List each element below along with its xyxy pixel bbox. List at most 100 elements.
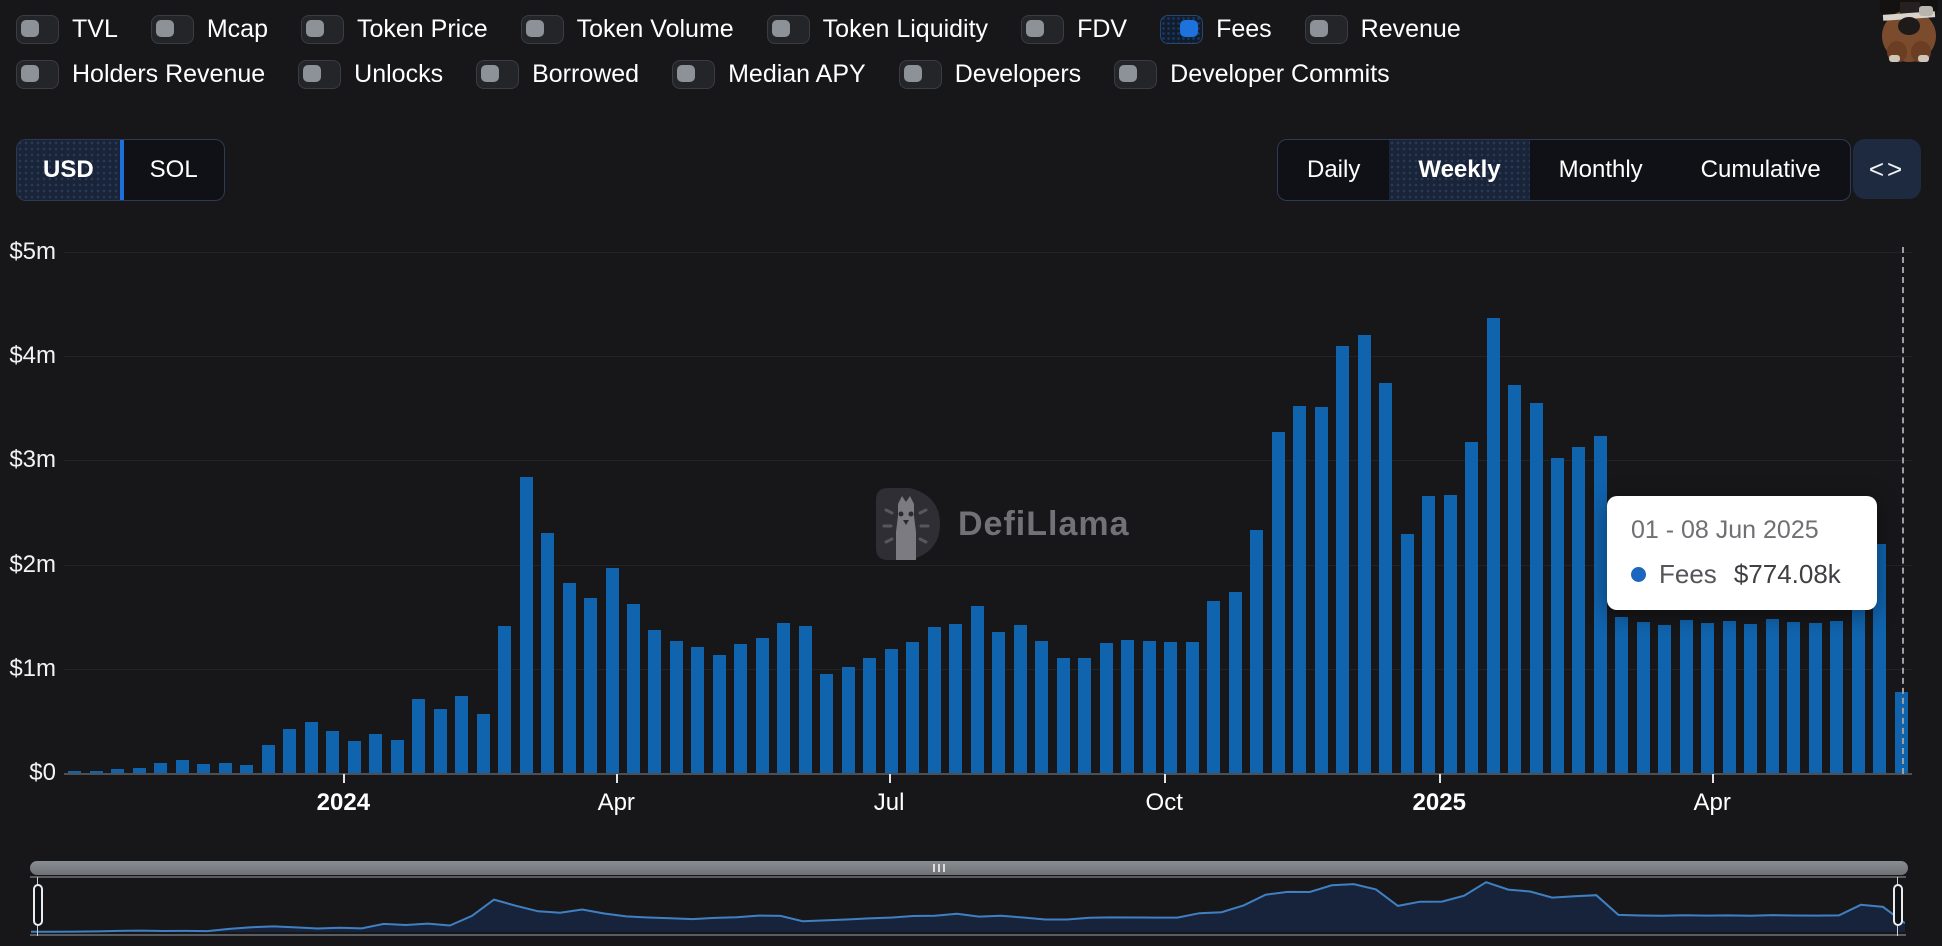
toggle-switch[interactable] [16,14,59,44]
fees-bar[interactable] [841,667,855,773]
fees-bar[interactable] [755,638,769,773]
fees-bar[interactable] [1744,624,1758,773]
fees-bar[interactable] [949,624,963,773]
toggle-switch[interactable] [766,14,810,44]
fees-bar[interactable] [1314,407,1328,773]
fees-bar[interactable] [798,626,812,773]
fees-bar[interactable] [734,644,748,773]
fees-bar[interactable] [669,641,683,773]
fees-bar[interactable] [1658,625,1672,773]
fees-bar[interactable] [1550,458,1564,773]
metric-toggle-fees[interactable]: Fees [1160,14,1272,44]
fees-bar[interactable] [519,477,533,773]
chart-scrollbar[interactable] [30,861,1908,875]
fees-bar[interactable] [433,709,447,773]
fees-bar[interactable] [605,568,619,773]
fees-bar[interactable] [541,533,554,773]
fees-bar[interactable] [1593,436,1607,773]
fees-bar[interactable] [1271,432,1285,773]
fees-bar[interactable] [1035,641,1049,773]
fees-bar[interactable] [1142,641,1156,773]
fees-bar[interactable] [1207,601,1221,773]
fees-bar[interactable] [1357,335,1371,773]
fees-bar[interactable] [1615,617,1629,773]
fees-bar[interactable] [1056,658,1070,773]
metric-toggle-unlocks[interactable]: Unlocks [298,59,443,89]
toggle-switch[interactable] [16,59,59,89]
fees-bar[interactable] [562,583,576,773]
fees-bar[interactable] [777,623,791,773]
fees-bar[interactable] [347,741,361,773]
fees-bar[interactable] [1808,623,1822,773]
metric-toggle-fdv[interactable]: FDV [1021,14,1127,44]
toggle-switch[interactable] [1021,14,1065,44]
fees-bar[interactable] [1400,534,1414,773]
fees-bar[interactable] [648,630,662,773]
tab-weekly[interactable]: Weekly [1389,140,1530,200]
fees-bar[interactable] [111,769,125,773]
fees-bar[interactable] [132,768,146,773]
metric-toggle-mcap[interactable]: Mcap [150,14,268,44]
toggle-switch[interactable] [1114,59,1158,89]
fees-bar[interactable] [369,734,383,773]
fees-bar[interactable] [1164,642,1178,773]
toggle-switch[interactable] [150,14,194,44]
toggle-switch[interactable] [301,14,344,44]
fees-bar[interactable] [1013,625,1027,773]
fees-bar[interactable] [1636,622,1650,773]
fees-bar[interactable] [68,771,82,773]
scrollbar-grip-icon[interactable] [933,864,945,872]
toggle-switch[interactable] [476,59,520,89]
fees-bar[interactable] [1465,442,1478,773]
fees-bar[interactable] [1894,692,1908,773]
fees-bar[interactable] [304,722,318,773]
fees-bar[interactable] [1701,623,1715,773]
toggle-switch[interactable] [298,59,342,89]
fees-bar[interactable] [326,731,340,773]
tab-cumulative[interactable]: Cumulative [1700,156,1821,183]
fees-bar[interactable] [927,627,941,773]
fees-bar[interactable] [1250,530,1264,773]
fees-bar[interactable] [476,714,490,773]
fees-bar[interactable] [218,763,232,773]
toggle-switch[interactable] [520,14,564,44]
toggle-switch[interactable] [672,59,716,89]
fees-bar[interactable] [89,771,103,773]
fees-bar[interactable] [820,674,834,773]
toggle-switch[interactable] [898,59,942,89]
fees-bar[interactable] [1121,640,1135,773]
fees-bar[interactable] [1765,619,1779,773]
metric-toggle-token-price[interactable]: Token Price [301,14,488,44]
metric-toggle-tvl[interactable]: TVL [16,14,118,44]
toggle-switch[interactable] [1160,14,1204,44]
fees-bar[interactable] [884,649,898,773]
fees-bar[interactable] [584,598,597,773]
fees-bar[interactable] [455,696,468,773]
fees-bar[interactable] [283,729,297,773]
fees-bar[interactable] [1078,658,1092,773]
fees-bar[interactable] [1679,620,1693,773]
fees-bar[interactable] [197,764,211,773]
fees-bar[interactable] [1572,447,1586,773]
fees-bar[interactable] [261,745,275,773]
fees-bar[interactable] [1293,406,1307,773]
fees-bar[interactable] [1185,642,1199,773]
fees-bar[interactable] [626,604,640,773]
brush-left-handle[interactable] [33,884,43,926]
fees-bar[interactable] [1529,403,1543,773]
metric-toggle-borrowed[interactable]: Borrowed [476,59,639,89]
toggle-switch[interactable] [1304,14,1348,44]
metric-toggle-token-volume[interactable]: Token Volume [520,14,734,44]
brush-area-chart[interactable] [31,878,1905,934]
fees-bar[interactable] [1422,496,1435,773]
tab-daily[interactable]: Daily [1307,156,1361,183]
metric-toggle-holders-revenue[interactable]: Holders Revenue [16,59,265,89]
fees-bar[interactable] [863,658,877,773]
metric-toggle-median-apy[interactable]: Median APY [672,59,866,89]
fees-bar[interactable] [498,626,511,773]
fees-bar[interactable] [1379,383,1392,773]
fees-bar[interactable] [691,647,705,773]
fees-bar[interactable] [240,765,254,773]
metric-toggle-revenue[interactable]: Revenue [1304,14,1461,44]
currency-option-usd[interactable]: USD [17,140,120,200]
